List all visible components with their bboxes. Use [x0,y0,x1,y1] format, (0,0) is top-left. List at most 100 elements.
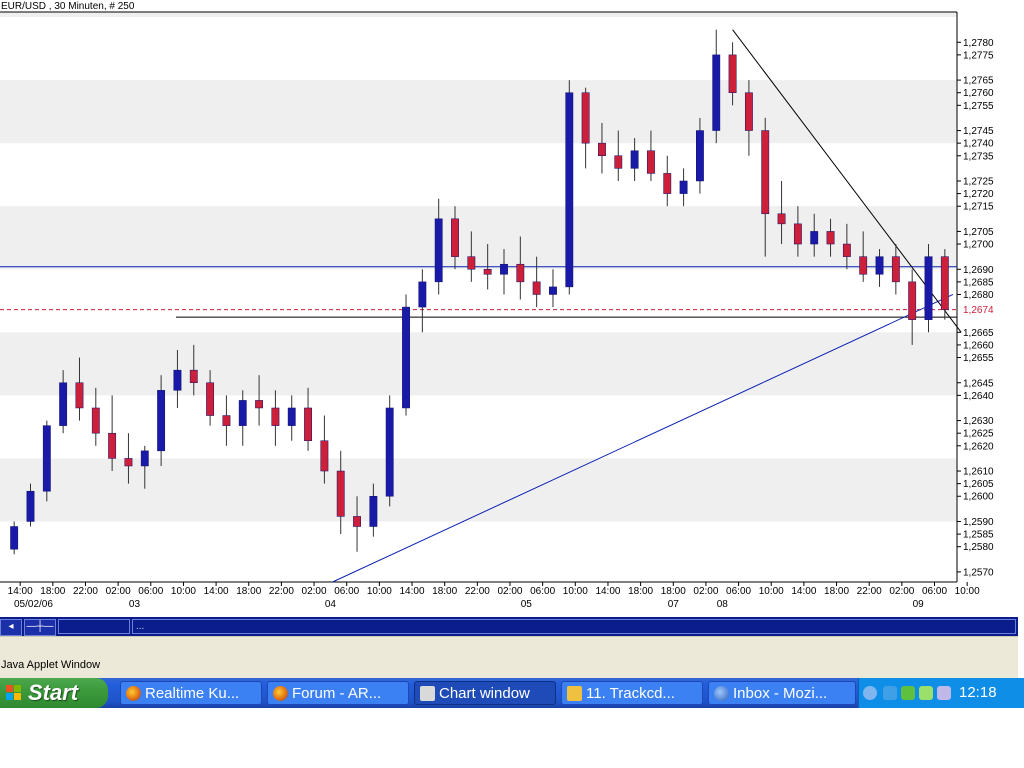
x-tick-label: 14:00 [8,586,33,597]
candle-body [320,440,329,472]
candle-body [402,306,410,409]
candle-body [124,458,133,467]
security-icon[interactable] [919,686,933,700]
plot-frame [0,11,958,583]
y-tick-label: 1,2690 [963,265,994,276]
candle [91,387,100,446]
x-tick-label: 06:00 [334,586,359,597]
candle [222,395,231,446]
taskbar-item-realtime[interactable]: Realtime Ku... [120,681,262,705]
candle-body [418,281,427,308]
candle [271,390,280,446]
x-tick-label: 22:00 [73,586,98,597]
toolbar-field-2[interactable]: ... [132,619,1016,634]
taskbar-item-inbox[interactable]: Inbox - Mozi... [708,681,856,705]
candle-body [598,142,606,157]
y-tick-label: 1,2715 [963,202,994,213]
taskbar-item-label: 11. Trackcd... [586,685,675,702]
candle [908,269,917,345]
x-tick-label: 02:00 [106,586,131,597]
candle-body [875,256,884,275]
volume-icon[interactable] [937,686,951,700]
candle-body [206,382,215,416]
x-tick-label: 02:00 [693,586,718,597]
candle [353,496,361,552]
date-label: 09 [913,599,925,610]
taskbar: Start Realtime Ku... Forum - AR... Chart… [0,678,1024,708]
candle-body [859,256,868,275]
start-label: Start [28,680,79,705]
candle [842,223,851,270]
y-tick-label: 1,2765 [963,76,994,87]
toolbar-field-1[interactable] [58,619,130,634]
candle-body [924,256,933,320]
candle-body [75,382,84,409]
y-tick-label: 1,2665 [963,328,994,339]
x-tick-label: 10:00 [171,586,196,597]
taskbar-item-forum[interactable]: Forum - AR... [267,681,409,705]
candle [663,155,672,207]
y-tick-label: 1,2640 [963,391,994,402]
candle [500,249,508,295]
candle-body [353,516,361,527]
candle-body [826,231,835,245]
y-tick-label: 1,2685 [963,277,994,288]
candle-body [712,54,721,131]
current-price-tag [959,303,1017,316]
tray-expand-icon[interactable] [863,686,877,700]
candle-body [336,470,345,517]
candle-body [434,218,443,283]
candle [451,206,459,270]
x-tick-label: 02:00 [302,586,327,597]
candle-body [369,495,378,527]
candle-body [222,415,231,426]
taskbar-item-chart-window[interactable]: Chart window [414,681,556,705]
background-band [0,12,957,18]
chart-title: EUR/USD , 30 Minuten, # 250 [1,1,135,12]
candle-body [679,180,688,194]
x-tick-label: 02:00 [497,586,522,597]
y-tick-label: 1,2660 [963,340,994,351]
candle [402,294,410,416]
y-tick-label: 1,2585 [963,530,994,541]
candle-body [549,286,557,295]
trendline [732,29,962,333]
x-tick-label: 06:00 [530,586,555,597]
x-tick-label: 14:00 [400,586,425,597]
network-icon[interactable] [883,686,897,700]
candle-body [630,150,639,169]
scroll-left-button[interactable]: ◂ [0,619,22,636]
candle-body [157,390,166,452]
trendlines [332,29,962,583]
candle [581,87,590,169]
x-tick-label: 18:00 [824,586,849,597]
firefox-icon [126,686,141,701]
candle-body [91,407,100,434]
candle-body [26,490,35,522]
candle [42,420,51,502]
x-tick-label: 22:00 [857,586,882,597]
y-tick-label: 1,2745 [963,126,994,137]
app-icon [567,686,582,701]
firefox-icon [273,686,288,701]
candle-body [810,231,819,245]
candle [385,395,394,507]
background-band [0,80,957,144]
crosshair-button[interactable]: —┼— [24,619,56,636]
date-label: 08 [717,599,729,610]
candle [810,213,819,257]
x-tick-label: 10:00 [759,586,784,597]
candle-body [695,130,704,182]
candle-body [189,369,198,384]
y-tick-label: 1,2580 [963,542,994,553]
start-button[interactable]: Start [0,678,108,708]
x-tick-label: 18:00 [432,586,457,597]
x-tick-label: 18:00 [40,586,65,597]
y-tick-label: 1,2600 [963,492,994,503]
y-tick-label: 1,2605 [963,479,994,490]
date-label: 05/02/06 [14,599,53,610]
candle [206,370,215,426]
shield-icon[interactable] [901,686,915,700]
taskbar-item-trackcd[interactable]: 11. Trackcd... [561,681,703,705]
